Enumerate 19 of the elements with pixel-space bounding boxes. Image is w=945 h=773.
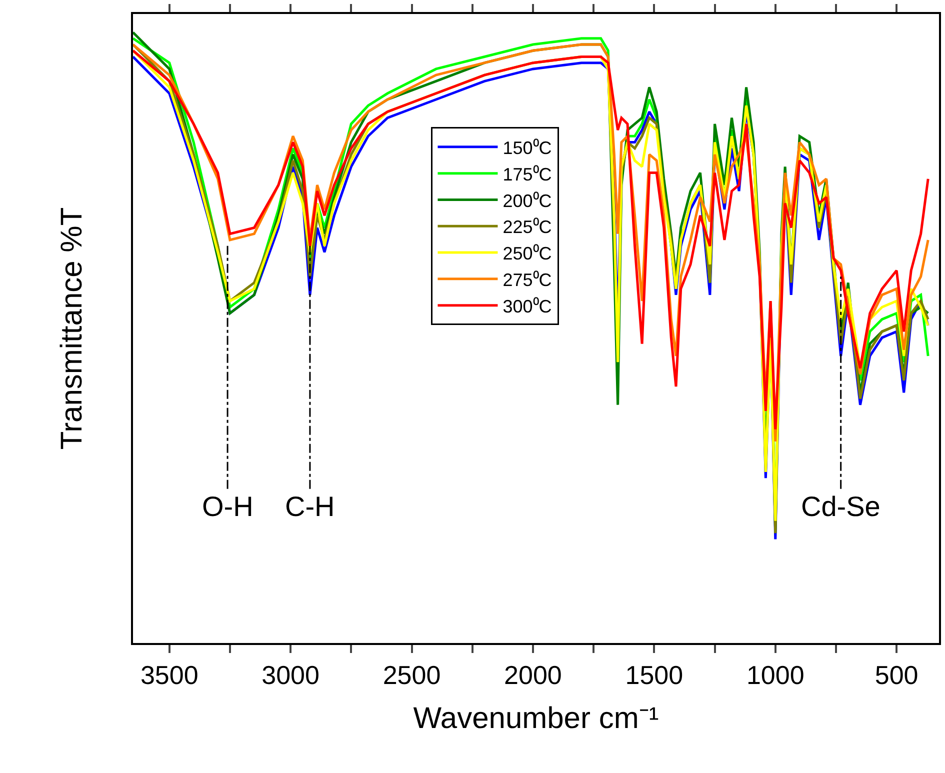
legend-label: 250⁰C: [502, 244, 552, 264]
annotation: Cd-Se: [801, 491, 880, 522]
x-tick-label: 500: [874, 660, 918, 690]
x-tick-label: 1000: [746, 660, 804, 690]
legend-label: 200⁰C: [502, 190, 552, 211]
x-tick-label: 2000: [504, 660, 562, 690]
legend-label: 300⁰C: [502, 296, 552, 316]
x-tick-label: 3000: [262, 660, 320, 690]
x-tick-label: 1500: [625, 660, 684, 690]
x-tick-label: 3500: [140, 660, 198, 690]
legend-label: 225⁰C: [502, 217, 552, 238]
legend-label: 150⁰C: [502, 138, 552, 158]
y-axis-title: Transmittance %T: [56, 207, 88, 450]
x-axis-title: Wavenumber cm⁻¹: [413, 702, 659, 736]
annotation: O-H: [202, 491, 254, 522]
annotation: C-H: [285, 491, 335, 522]
x-tick-label: 2500: [382, 660, 441, 690]
legend-label: 275⁰C: [502, 270, 552, 290]
legend-label: 175⁰C: [502, 164, 552, 184]
